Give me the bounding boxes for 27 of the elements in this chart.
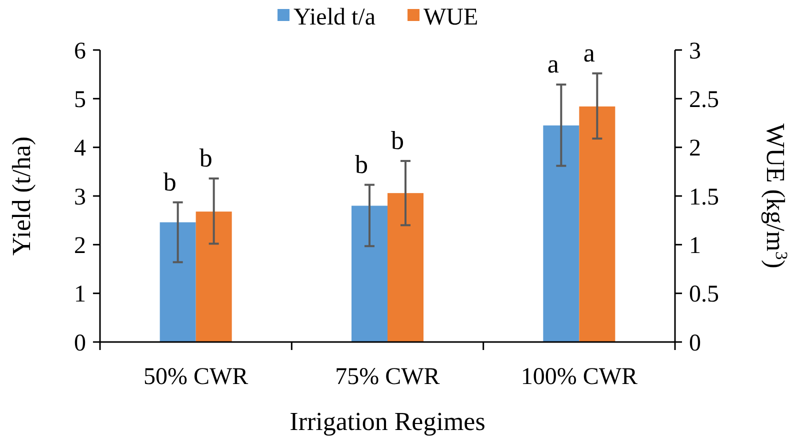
x-tick-label: 100% CWR (520, 364, 638, 390)
annotation: b (199, 143, 212, 172)
x-tick-label: 75% CWR (335, 364, 440, 390)
y2-tick-label: 1.5 (689, 184, 719, 210)
y2-tick-label: 3 (689, 38, 701, 64)
x-axis-title: Irrigation Regimes (290, 407, 486, 436)
y-tick-label: 0 (74, 330, 86, 356)
annotation: a (583, 38, 596, 68)
y-tick-label: 3 (74, 184, 86, 210)
y2-tick-label: 2.5 (689, 87, 719, 114)
x-tick-label: 50% CWR (143, 364, 248, 390)
legend-label: Yield t/a (294, 4, 376, 30)
y-tick-label: 5 (74, 87, 86, 114)
legend-label: WUE (424, 4, 478, 30)
y-tick-label: 1 (74, 282, 86, 308)
y2-tick-label: 2 (689, 136, 701, 162)
y2-tick-label: 0.5 (689, 282, 719, 308)
y2-tick-label: 0 (689, 330, 701, 356)
annotation: b (163, 167, 176, 196)
y-tick-label: 6 (74, 38, 86, 64)
annotation: a (547, 50, 560, 79)
y-axis-title: Yield (t/ha) (7, 136, 36, 256)
y-tick-label: 4 (74, 136, 86, 162)
annotation: b (391, 126, 404, 155)
annotation: b (355, 150, 368, 179)
y-tick-label: 2 (74, 233, 86, 260)
y2-tick-label: 1 (689, 233, 701, 260)
